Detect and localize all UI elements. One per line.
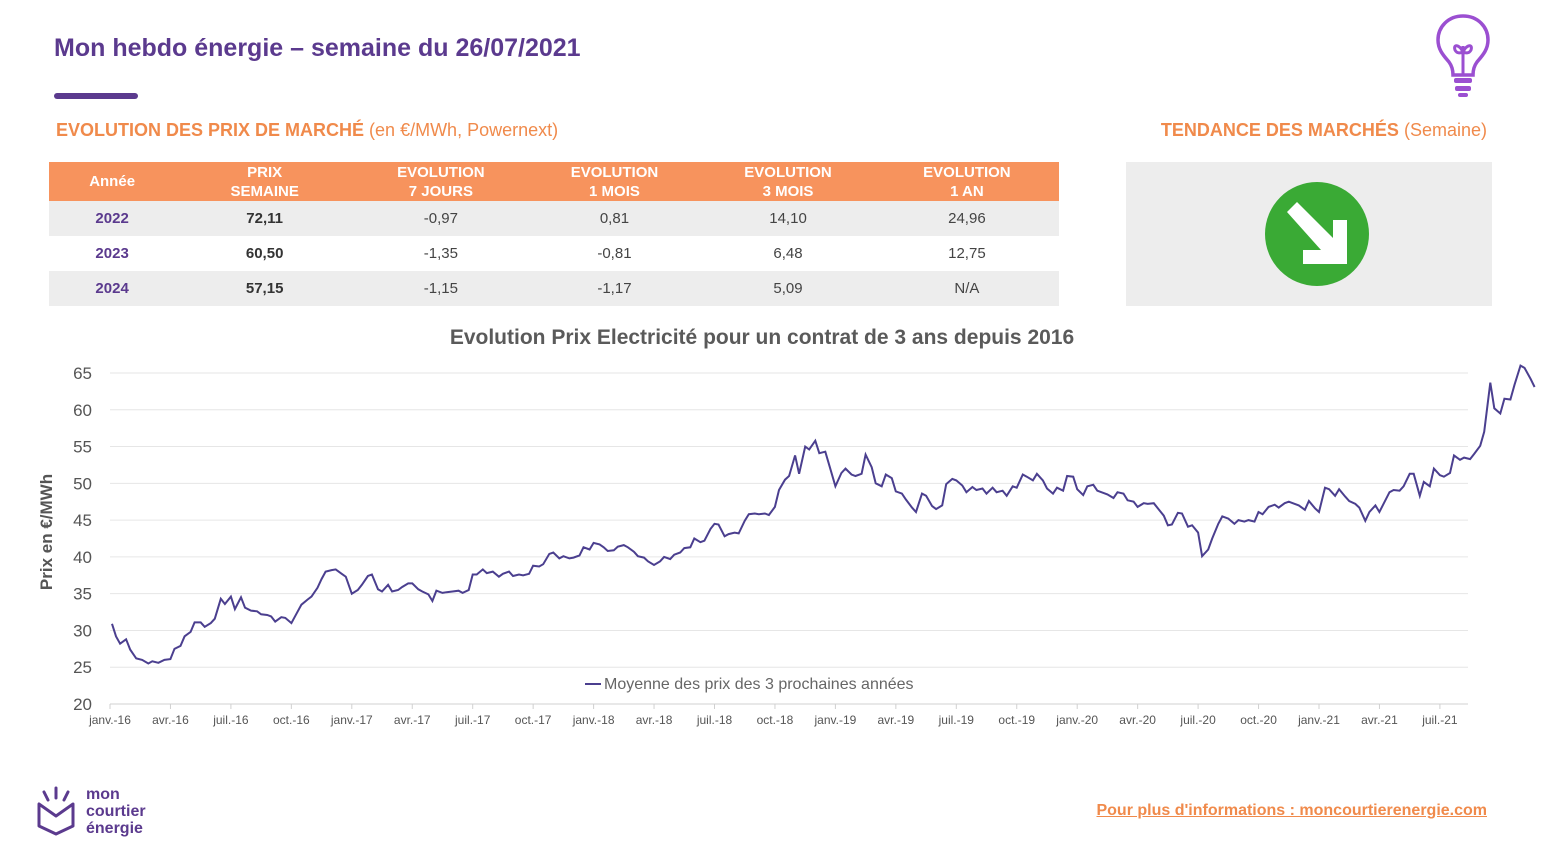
- x-tick-label: oct.-16: [273, 713, 310, 727]
- cell-evolution-1y: 12,75: [948, 245, 986, 262]
- x-tick-label: juil.-19: [938, 713, 975, 727]
- cell-year: 2023: [95, 245, 129, 262]
- x-tick-label: avr.-16: [152, 713, 189, 727]
- title-underline: [54, 93, 138, 99]
- y-axis-ticks: 20 25 30 35 40 45 50 55 60 65: [73, 364, 92, 714]
- market-prices-heading-bold: EVOLUTION DES PRIX DE MARCHÉ: [56, 120, 365, 140]
- x-tick-label: janv.-19: [813, 713, 856, 727]
- y-axis-label: Prix en €/MWh: [37, 474, 56, 590]
- x-tick-label: janv.-20: [1055, 713, 1098, 727]
- cell-evolution-3m: 6,48: [773, 245, 803, 262]
- col-header-year: Année: [49, 162, 176, 201]
- y-tick-label: 40: [73, 548, 92, 567]
- table-header-row: Année PRIX SEMAINE EVOLUTION 7 JOURS EVOLU…: [49, 162, 1059, 201]
- logo-line-2: courtier: [86, 803, 146, 820]
- x-tick-label: oct.-19: [998, 713, 1035, 727]
- price-line-chart: 20 25 30 35 40 45 50 55 60 65 janv.-16 avr.-16 juil…: [37, 364, 1536, 727]
- cell-price: 60,50: [245, 245, 284, 262]
- x-tick-label: juil.-18: [696, 713, 733, 727]
- x-tick-label: janv.-17: [330, 713, 373, 727]
- y-tick-label: 20: [73, 695, 92, 714]
- cell-evolution-1y: N/A: [874, 271, 1059, 306]
- cell-evolution-3m: 5,09: [701, 271, 875, 306]
- price-table: Année PRIX SEMAINE EVOLUTION 7 JOURS EVOLU…: [49, 162, 1059, 306]
- x-tick-label: avr.-20: [1119, 713, 1156, 727]
- chart-legend: Moyenne des prix des 3 prochaines années: [585, 676, 914, 693]
- trend-down-arrow-icon: [1265, 182, 1369, 286]
- y-tick-label: 50: [73, 474, 92, 493]
- cell-evolution-1m: 0,81: [527, 201, 702, 236]
- series-line-average-3y: [111, 364, 1536, 665]
- market-trend-heading: TENDANCE DES MARCHÉS (Semaine): [1161, 120, 1487, 141]
- x-tick-label: juil.-21: [1421, 713, 1458, 727]
- cell-price: 72,11: [175, 201, 355, 236]
- cell-price: 57,15: [175, 271, 355, 306]
- x-tick-label: janv.-21: [1297, 713, 1340, 727]
- cell-year: 2022: [49, 201, 176, 236]
- x-tick-label: avr.-17: [394, 713, 431, 727]
- page-title: Mon hebdo énergie – semaine du 26/07/202…: [54, 34, 581, 62]
- y-tick-label: 60: [73, 401, 92, 420]
- chart-title: Evolution Prix Electricité pour un contr…: [449, 326, 1075, 349]
- x-axis-ticks: janv.-16 avr.-16 juil.-16 oct.-16 janv.-17 av…: [88, 704, 1458, 727]
- y-tick-label: 65: [73, 364, 92, 383]
- x-tick-label: oct.-18: [757, 713, 794, 727]
- logo-line-3: énergie: [86, 820, 143, 837]
- cell-evolution-7d: -0,97: [354, 201, 528, 236]
- col-header-evolution-1y: EVOLUTION 1 AN: [874, 162, 1059, 201]
- logo-line-1: mon: [86, 786, 120, 803]
- y-tick-label: 55: [73, 438, 92, 457]
- y-tick-label: 35: [73, 585, 92, 604]
- legend-label: Moyenne des prix des 3 prochaines années: [604, 676, 914, 693]
- trend-panel: [1126, 162, 1492, 306]
- cell-year: 2024: [49, 271, 176, 306]
- cell-evolution-1m: -1,17: [527, 271, 702, 306]
- y-tick-label: 45: [73, 511, 92, 530]
- market-prices-heading: EVOLUTION DES PRIX DE MARCHÉ (en €/MWh, …: [56, 120, 558, 141]
- cell-evolution-7d: -1,35: [423, 245, 458, 262]
- x-tick-label: oct.-20: [1240, 713, 1277, 727]
- market-trend-heading-bold: TENDANCE DES MARCHÉS: [1160, 120, 1399, 140]
- market-trend-heading-period: (Semaine): [1403, 120, 1487, 140]
- x-tick-label: avr.-21: [1361, 713, 1398, 727]
- chart-gridlines: [110, 372, 1468, 668]
- cell-evolution-1y: 24,96: [874, 201, 1059, 236]
- lightbulb-icon: [1436, 14, 1490, 97]
- cell-evolution-7d: -1,15: [354, 271, 528, 306]
- table-row: 2024 57,15 -1,15 -1,17 5,09 N/A: [49, 271, 1059, 306]
- col-header-weekly-price: PRIX SEMAINE: [175, 162, 355, 201]
- brand-logo-icon: [37, 786, 75, 836]
- x-tick-label: juil.-17: [454, 713, 491, 727]
- cell-evolution-1m: -0,81: [597, 245, 632, 262]
- cell-evolution-3m: 14,10: [701, 201, 875, 236]
- x-tick-label: janv.-18: [572, 713, 615, 727]
- market-prices-heading-unit: (en €/MWh, Powernext): [369, 120, 559, 140]
- more-info-link[interactable]: Pour plus d'informations : moncourtieren…: [1096, 802, 1487, 819]
- x-tick-label: oct.-17: [515, 713, 552, 727]
- x-tick-label: juil.-16: [212, 713, 249, 727]
- brand-logo-text: mon courtier énergie: [86, 786, 146, 837]
- table-row: 2022 72,11 -0,97 0,81 14,10 24,96: [49, 201, 1059, 236]
- x-tick-label: juil.-20: [1179, 713, 1216, 727]
- col-header-evolution-1m: EVOLUTION 1 MOIS: [527, 162, 702, 201]
- x-tick-label: janv.-16: [88, 713, 131, 727]
- table-row: 2023 60,50 -1,35 -0,81 6,48 12,75: [49, 236, 1059, 271]
- y-tick-label: 25: [73, 658, 92, 677]
- col-header-evolution-3m: EVOLUTION 3 MOIS: [701, 162, 875, 201]
- x-tick-label: avr.-19: [878, 713, 915, 727]
- y-tick-label: 30: [73, 621, 92, 640]
- col-header-evolution-7d: EVOLUTION 7 JOURS: [354, 162, 528, 201]
- x-tick-label: avr.-18: [636, 713, 673, 727]
